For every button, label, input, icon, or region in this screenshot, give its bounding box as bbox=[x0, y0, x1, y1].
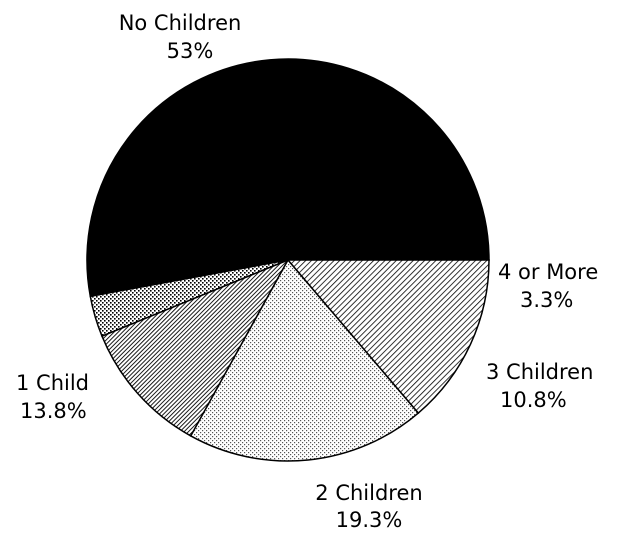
label-no-children: No Children bbox=[119, 11, 242, 35]
pie-slice-no-children bbox=[86, 58, 490, 298]
value-1-child: 13.8% bbox=[20, 399, 87, 423]
pie-slice-2-children bbox=[189, 258, 420, 462]
value-3-children: 10.8% bbox=[500, 388, 567, 412]
label-1-child: 1 Child bbox=[16, 371, 89, 395]
value-2-children: 19.3% bbox=[336, 508, 403, 532]
label-2-children: 2 Children bbox=[315, 481, 422, 505]
pie-slice-3-children bbox=[101, 258, 290, 437]
value-no-children: 53% bbox=[167, 39, 214, 63]
label-3-children: 3 Children bbox=[486, 360, 593, 384]
value-4-or-more: 3.3% bbox=[520, 288, 573, 312]
pie-slice-1-child bbox=[286, 259, 490, 415]
label-4-or-more: 4 or More bbox=[498, 260, 598, 284]
